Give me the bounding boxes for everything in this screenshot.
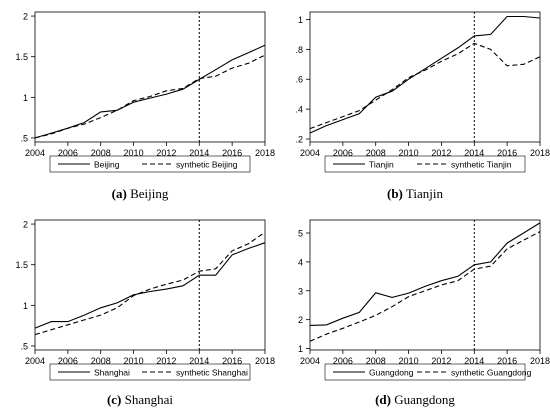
x-tick-label: 2004 — [25, 148, 45, 158]
series-line-synthetic-tianjin — [309, 42, 541, 130]
chart-panel-shanghai: .5 1 1.5 2 2004 2006 2008 2010 2012 2014 2016 2018 S… — [15, 219, 275, 381]
y-tick-label: .5 — [20, 341, 28, 351]
caption-text: Guangdong — [394, 392, 455, 407]
x-tick-label: 2006 — [333, 356, 353, 366]
x-tick-label: 2006 — [58, 148, 78, 158]
y-tick-label: 2 — [298, 315, 303, 325]
y-tick-label: .6 — [295, 75, 303, 85]
x-tick-label: 2012 — [156, 356, 176, 366]
x-tick-label: 2012 — [431, 148, 451, 158]
x-tick-label: 2010 — [124, 148, 144, 158]
series-line-synthetic-guangdong — [309, 231, 541, 342]
y-tick-label: .8 — [295, 45, 303, 55]
x-tick-label: 2008 — [366, 148, 386, 158]
legend-label: synthetic Tianjin — [451, 160, 512, 170]
series-line-guangdong — [309, 222, 541, 326]
x-tick-label: 2010 — [399, 356, 419, 366]
x-tick-label: 2014 — [464, 356, 484, 366]
series-line-synthetic-shanghai — [34, 231, 266, 336]
plot-frame — [309, 11, 541, 143]
caption-label: (c) — [106, 392, 122, 407]
caption-label: (a) — [111, 186, 127, 201]
x-tick-label: 2018 — [255, 356, 275, 366]
caption-label: (d) — [375, 392, 391, 407]
legend-label: synthetic Beijing — [176, 160, 238, 170]
y-tick-label: 2 — [23, 12, 28, 22]
plot-frame — [34, 11, 266, 143]
x-tick-label: 2008 — [91, 356, 111, 366]
y-tick-label: .2 — [295, 135, 303, 145]
legend: Beijing synthetic Beijing — [49, 155, 251, 173]
legend-label: Shanghai — [94, 368, 130, 378]
x-tick-label: 2018 — [530, 356, 550, 366]
x-tick-label: 2010 — [124, 356, 144, 366]
legend: Guangdong synthetic Guangdong — [324, 363, 532, 381]
y-tick-label: .4 — [295, 105, 303, 115]
y-tick-label: .5 — [20, 133, 28, 143]
x-tick-label: 2016 — [222, 356, 242, 366]
x-tick-label: 2012 — [431, 356, 451, 366]
x-tick-label: 2006 — [333, 148, 353, 158]
y-tick-label: 1 — [23, 93, 28, 103]
x-tick-label: 2008 — [91, 148, 111, 158]
x-tick-label: 2004 — [300, 148, 320, 158]
legend: Shanghai synthetic Shanghai — [49, 363, 251, 381]
x-tick-label: 2004 — [25, 356, 45, 366]
caption-tianjin: (b) Tianjin — [315, 186, 515, 202]
y-tick-label: 1 — [298, 15, 303, 25]
caption-text: Tianjin — [405, 186, 443, 201]
caption-shanghai: (c) Shanghai — [40, 392, 240, 408]
x-tick-label: 2014 — [189, 356, 209, 366]
legend: Tianjin synthetic Tianjin — [324, 155, 526, 173]
y-tick-label: 3 — [298, 286, 303, 296]
caption-guangdong: (d) Guangdong — [315, 392, 515, 408]
y-tick-label: 2 — [23, 220, 28, 230]
x-tick-label: 2008 — [366, 356, 386, 366]
x-tick-label: 2016 — [497, 356, 517, 366]
x-tick-label: 2006 — [58, 356, 78, 366]
chart-panel-beijing: .5 1 1.5 2 2004 2006 2008 2010 2012 2014 2016 2018 B… — [15, 11, 275, 173]
y-tick-label: 4 — [298, 257, 303, 267]
legend-label: synthetic Guangdong — [451, 368, 532, 378]
legend-label: Guangdong — [369, 368, 414, 378]
x-tick-label: 2016 — [497, 148, 517, 158]
series-line-tianjin — [309, 15, 541, 134]
x-tick-label: 2018 — [530, 148, 550, 158]
y-tick-label: 1.5 — [15, 260, 28, 270]
y-tick-label: 1 — [298, 344, 303, 354]
caption-label: (b) — [387, 186, 403, 201]
series-line-synthetic-beijing — [34, 54, 266, 139]
y-tick-label: 1.5 — [15, 52, 28, 62]
series-line-beijing — [34, 44, 266, 139]
caption-text: Shanghai — [124, 392, 174, 407]
legend-label: Beijing — [94, 160, 120, 170]
legend-label: Tianjin — [369, 160, 394, 170]
x-tick-label: 2012 — [156, 148, 176, 158]
plot-frame — [309, 219, 541, 351]
caption-beijing: (a) Beijing — [40, 186, 240, 202]
y-tick-label: 1 — [23, 301, 28, 311]
legend-label: synthetic Shanghai — [176, 368, 248, 378]
x-tick-label: 2016 — [222, 148, 242, 158]
x-tick-label: 2014 — [189, 148, 209, 158]
plot-frame — [34, 219, 266, 351]
x-tick-label: 2018 — [255, 148, 275, 158]
chart-panel-tianjin: .2 .4 .6 .8 1 2004 2006 2008 2010 2012 2014 2016 201… — [295, 11, 550, 173]
x-tick-label: 2004 — [300, 356, 320, 366]
caption-text: Beijing — [130, 186, 169, 201]
x-tick-label: 2010 — [399, 148, 419, 158]
y-tick-label: 5 — [298, 229, 303, 239]
series-line-shanghai — [34, 242, 266, 329]
x-tick-label: 2014 — [464, 148, 484, 158]
